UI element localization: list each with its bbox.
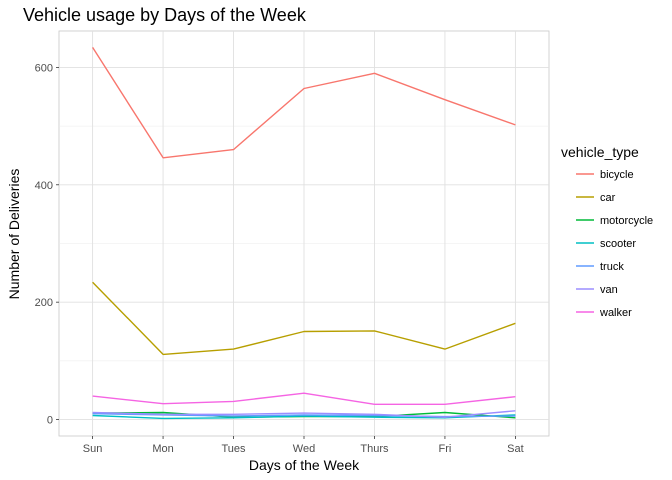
- x-tick-label: Fri: [439, 443, 452, 455]
- legend-label-van: van: [600, 284, 618, 296]
- x-tick-label: Mon: [152, 443, 173, 455]
- legend-title: vehicle_type: [561, 144, 639, 160]
- y-tick-label: 200: [35, 297, 53, 309]
- x-tick-label: Sat: [507, 443, 524, 455]
- legend-label-scooter: scooter: [600, 238, 636, 250]
- y-tick-label: 400: [35, 180, 53, 192]
- legend-label-truck: truck: [600, 261, 624, 273]
- x-tick-label: Thurs: [360, 443, 389, 455]
- legend: vehicle_type bicycle car motorcycle scooter…: [561, 144, 653, 319]
- legend-label-bicycle: bicycle: [600, 169, 634, 181]
- x-axis-ticks: Sun Mon Tues Wed Thurs Fri Sat: [83, 436, 524, 455]
- y-tick-label: 0: [47, 415, 53, 427]
- x-axis-title: Days of the Week: [249, 457, 360, 473]
- legend-items: bicycle car motorcycle scooter truck van walke…: [576, 169, 653, 319]
- y-axis-ticks: 0 200 400 600: [35, 62, 59, 427]
- series-line-walker: [92, 392, 516, 405]
- series-line-car: [92, 281, 516, 356]
- legend-label-car: car: [600, 192, 616, 204]
- legend-label-motorcycle: motorcycle: [600, 215, 653, 227]
- legend-label-walker: walker: [599, 307, 632, 319]
- grid-lines: [59, 31, 549, 436]
- x-tick-label: Tues: [222, 443, 247, 455]
- y-axis-title: Number of Deliveries: [6, 169, 22, 300]
- series-lines: [92, 47, 516, 420]
- x-tick-label: Sun: [83, 443, 103, 455]
- x-tick-label: Wed: [293, 443, 315, 455]
- series-line-van: [92, 410, 516, 418]
- y-tick-label: 600: [35, 62, 53, 74]
- series-line-bicycle: [92, 47, 516, 159]
- chart-title: Vehicle usage by Days of the Week: [23, 5, 307, 25]
